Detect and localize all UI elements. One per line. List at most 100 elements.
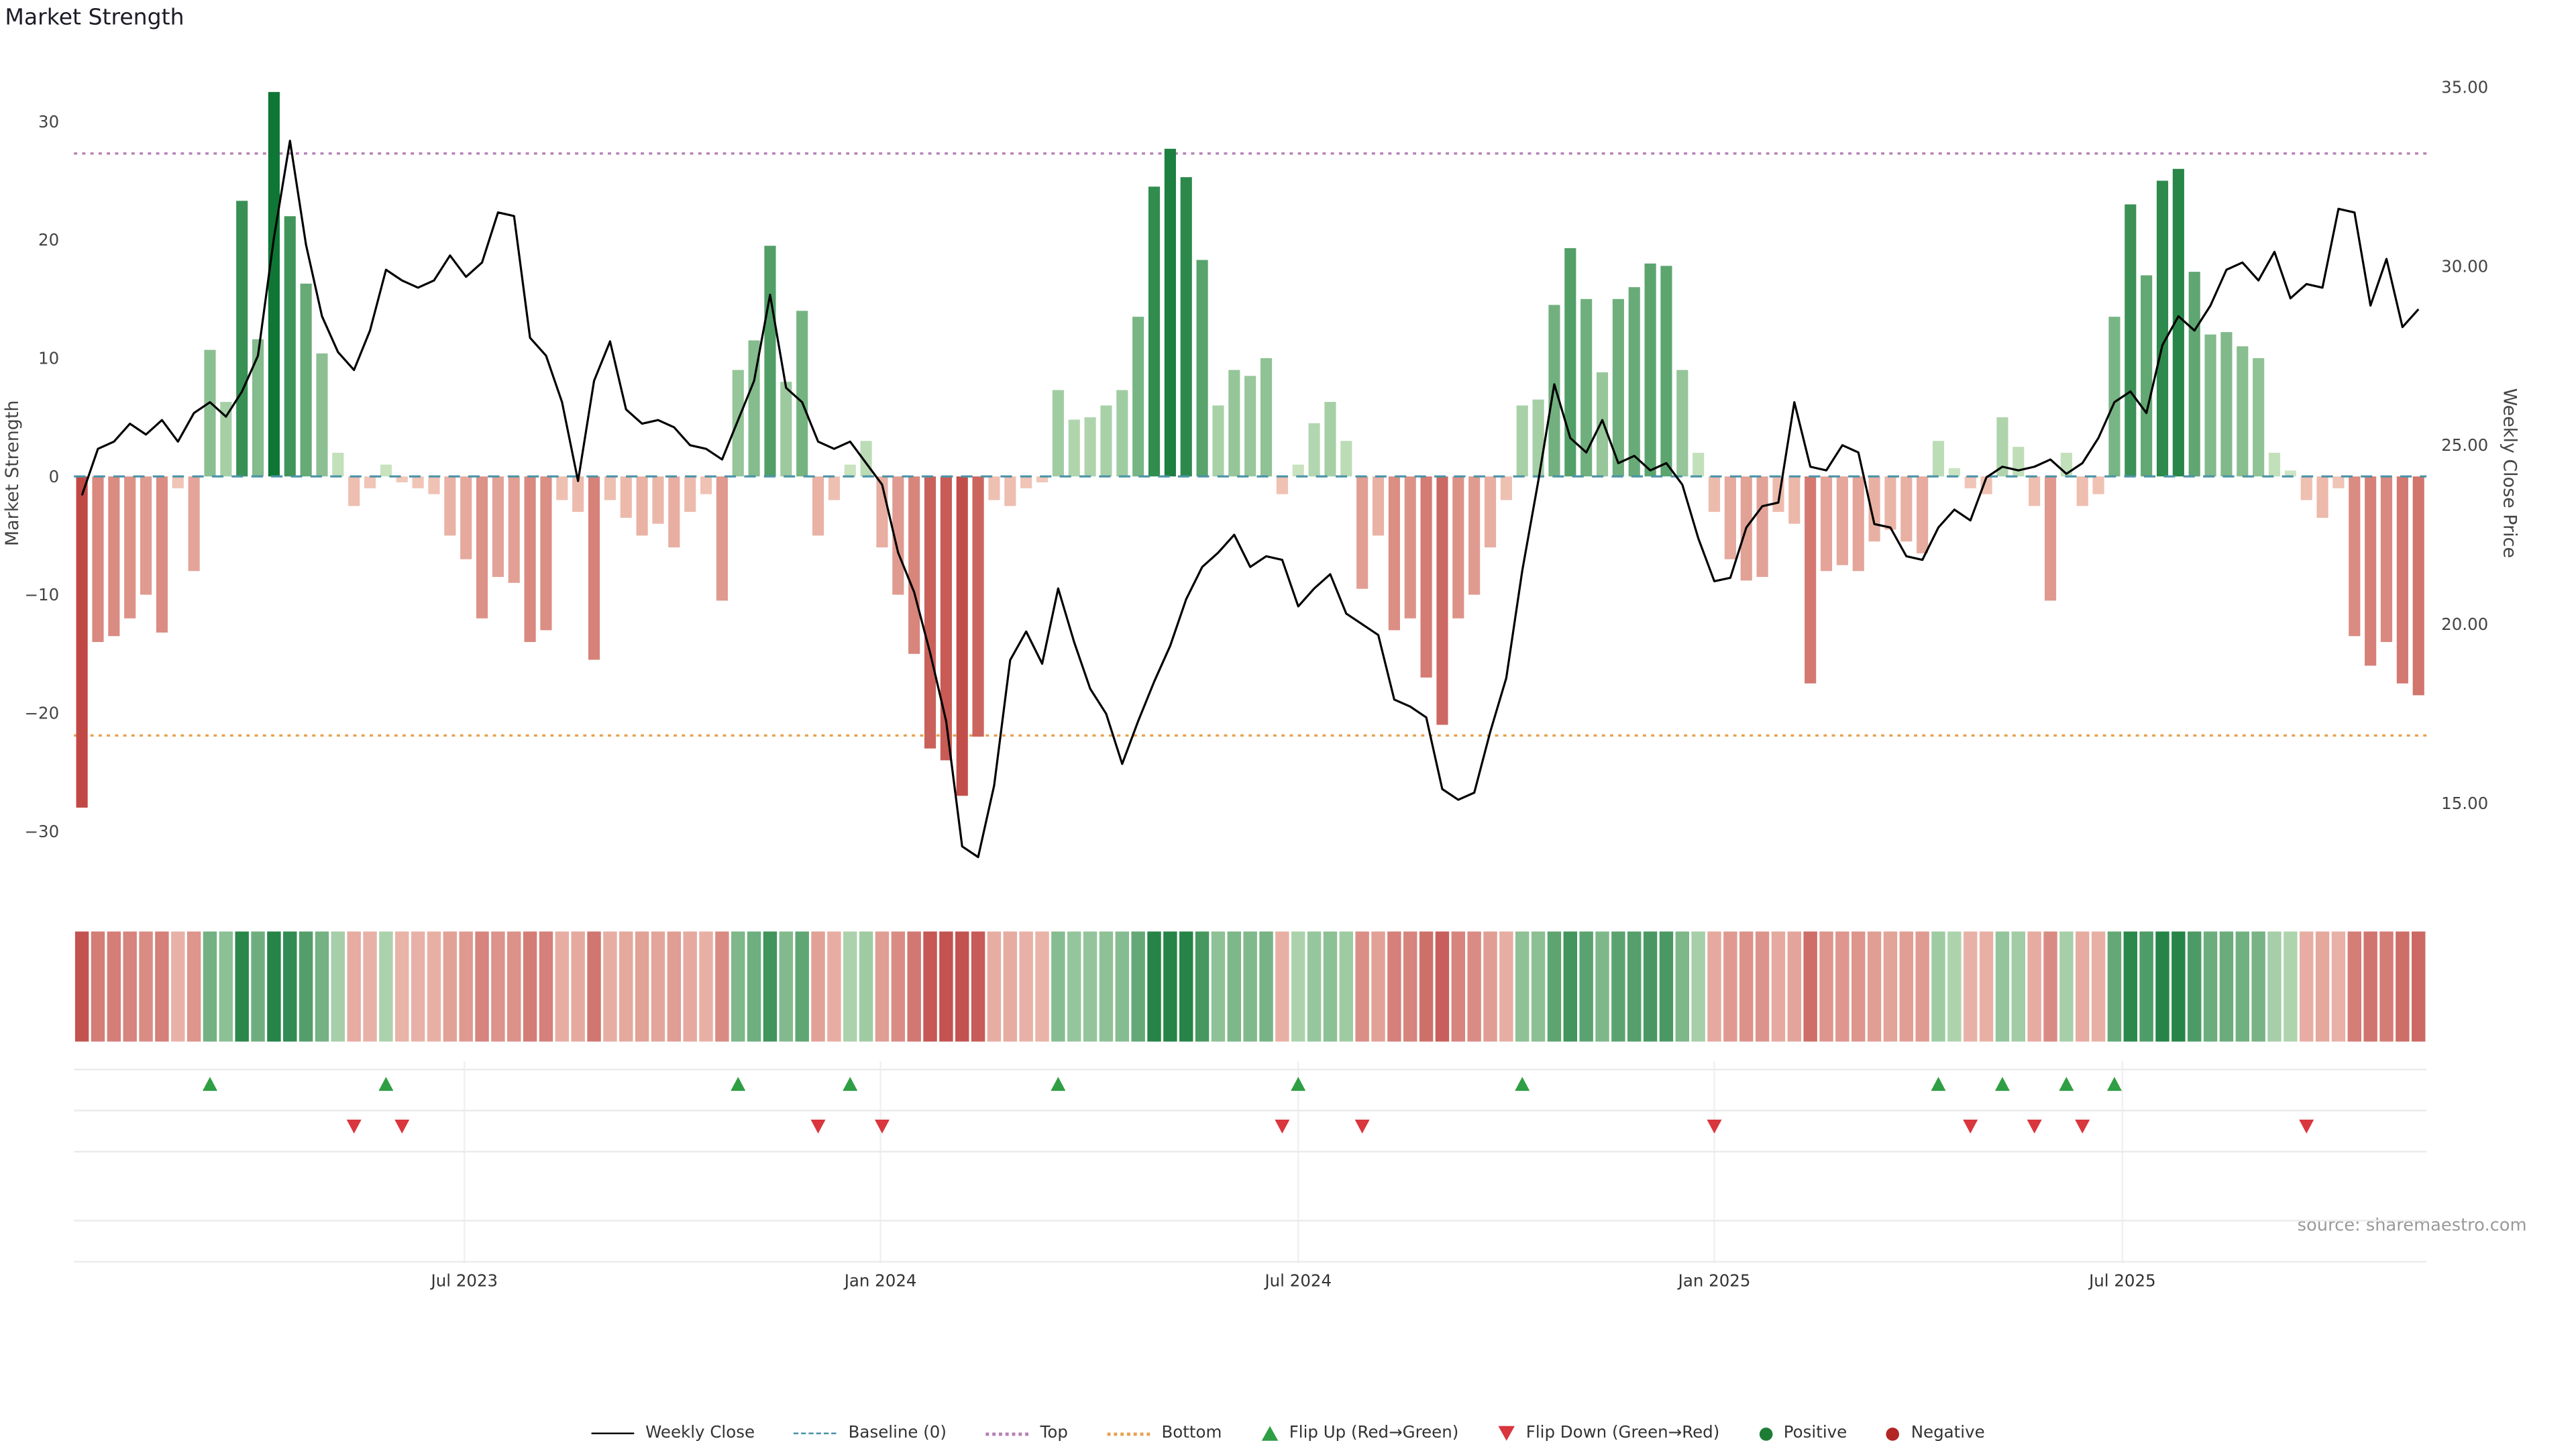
legend-item-baseline: Baseline (0)	[794, 1424, 947, 1442]
heatmap-cell	[139, 931, 153, 1042]
heatmap-cell	[1051, 931, 1065, 1042]
heatmap-cell	[251, 931, 265, 1042]
y-axis-tick-left: −10	[25, 585, 60, 604]
flip-down-marker	[2299, 1119, 2314, 1134]
flip-down-marker	[810, 1119, 826, 1134]
dashed-line-sample-icon	[794, 1432, 837, 1434]
legend: Weekly Close Baseline (0) Top Bottom Fli…	[0, 1424, 2576, 1442]
heatmap-cell	[1867, 931, 1882, 1042]
strength-bar	[1532, 399, 1544, 477]
strength-bar	[252, 339, 264, 477]
strength-bar	[1116, 390, 1128, 477]
legend-item-flip-up: Flip Up (Red→Green)	[1261, 1424, 1458, 1442]
y-axis-tick-right: 25.00	[2441, 435, 2488, 455]
heatmap-cell	[491, 931, 505, 1042]
heatmap-cell	[2139, 931, 2153, 1042]
heatmap-cell	[1179, 931, 1193, 1042]
x-axis-tick: Jan 2024	[843, 1271, 917, 1291]
strength-bar	[444, 476, 456, 536]
heatmap-cell	[2347, 931, 2362, 1042]
heatmap-cell	[1915, 931, 1929, 1042]
heatmap-cell	[91, 931, 105, 1042]
heatmap-cell	[2219, 931, 2234, 1042]
strength-bar	[572, 476, 584, 513]
legend-label: Bottom	[1161, 1424, 1222, 1443]
legend-label: Baseline (0)	[848, 1424, 947, 1443]
heatmap-cell	[1547, 931, 1562, 1042]
flip-down-marker	[1707, 1119, 1722, 1134]
weekly-close-line	[80, 140, 2420, 859]
flip-down-marker	[874, 1119, 890, 1134]
heatmap-cell	[1899, 931, 1914, 1042]
heatmap-cell	[1099, 931, 1114, 1042]
heatmap-cell	[715, 931, 729, 1042]
heatmap-cell	[1003, 931, 1018, 1042]
strength-bar	[1020, 476, 1032, 488]
strength-bar	[1596, 372, 1609, 477]
strength-bar	[1805, 476, 1817, 684]
strength-bar	[2125, 204, 2137, 477]
heatmap-cell	[379, 931, 393, 1042]
heatmap-cell	[1339, 931, 1354, 1042]
heatmap-cell	[795, 931, 809, 1042]
y-axis-tick-left: 30	[38, 112, 59, 131]
strength-bar	[2396, 476, 2408, 684]
heatmap-cell	[1195, 931, 1210, 1042]
heatmap-cell	[1691, 931, 1705, 1042]
strength-bar	[1564, 248, 1576, 477]
strength-bar	[524, 476, 536, 643]
heatmap-cell	[123, 931, 137, 1042]
heatmap-cell	[1611, 931, 1625, 1042]
legend-label: Weekly Close	[645, 1424, 755, 1443]
flip-down-marker	[394, 1119, 410, 1134]
heatmap-cell	[171, 931, 185, 1042]
strength-bar	[732, 370, 744, 477]
heatmap-cell	[443, 931, 458, 1042]
heatmap-cell	[1819, 931, 1833, 1042]
heatmap-cell	[971, 931, 985, 1042]
heatmap-cell	[1115, 931, 1130, 1042]
y-axis-tick-left: 20	[38, 230, 59, 250]
heatmap-cell	[939, 931, 953, 1042]
strength-bar	[1980, 476, 1992, 494]
strength-bar	[1228, 370, 1240, 477]
heatmap-cell	[299, 931, 313, 1042]
strength-bar	[1996, 417, 2008, 477]
heatmap-cell	[1707, 931, 1721, 1042]
flip-up-marker	[2059, 1077, 2074, 1091]
strength-bar	[476, 476, 488, 619]
heatmap-cell	[699, 931, 713, 1042]
heatmap-cell	[1131, 931, 1145, 1042]
heatmap-cell	[923, 931, 937, 1042]
strength-bar	[1100, 405, 1112, 477]
strength-bar	[108, 476, 120, 637]
heatmap-cell	[1515, 931, 1529, 1042]
strength-bar	[2268, 452, 2281, 477]
strength-bar	[748, 340, 760, 477]
heatmap-cell	[619, 931, 633, 1042]
strength-bar	[2141, 275, 2153, 477]
strength-bar	[2044, 476, 2057, 601]
strength-bar	[1356, 476, 1368, 589]
heatmap-cell	[2284, 931, 2298, 1042]
heatmap-cell	[411, 931, 425, 1042]
heatmap-cell	[283, 931, 297, 1042]
strength-bar	[700, 476, 712, 494]
flip-up-marker	[1515, 1077, 1530, 1091]
heatmap-cell	[1291, 931, 1305, 1042]
green-dot-icon	[1759, 1426, 1772, 1440]
strength-bar	[1932, 441, 1945, 477]
heatmap-cell	[1163, 931, 1177, 1042]
strength-bar	[812, 476, 824, 536]
heatmap-cell	[107, 931, 121, 1042]
strength-bar	[924, 476, 936, 749]
strength-bar	[2204, 334, 2216, 477]
strength-bar	[2172, 168, 2184, 477]
strength-bar	[236, 201, 248, 477]
flip-up-marker	[378, 1077, 394, 1091]
legend-label: Flip Down (Green→Red)	[1525, 1424, 1720, 1443]
heatmap-cell	[2203, 931, 2218, 1042]
triangle-down-icon	[1498, 1426, 1515, 1441]
heatmap-cell	[2076, 931, 2090, 1042]
